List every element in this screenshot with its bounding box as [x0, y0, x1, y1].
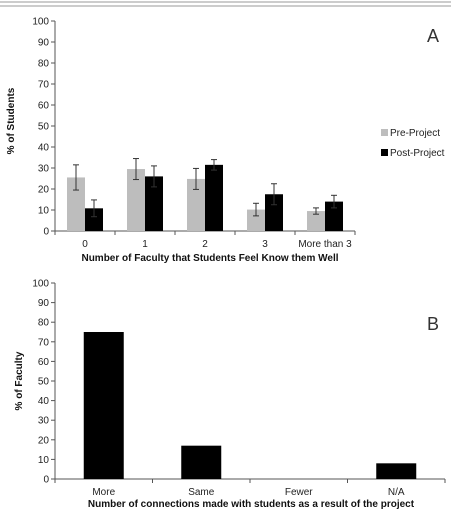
- x-tick-label: 0: [82, 239, 88, 250]
- y-tick-label: 10: [38, 206, 50, 217]
- bar-pre-project: [307, 211, 325, 231]
- y-tick-label: 100: [32, 279, 49, 290]
- y-tick-label: 60: [38, 101, 50, 112]
- panel-a-label: A: [427, 26, 439, 46]
- y-tick-label: 80: [38, 59, 50, 70]
- panel-b-plot: 0 10 20 30 40 50 60 70 80 90 100 More Same Fewer N/A: [32, 279, 446, 498]
- x-tick-label: More than 3: [298, 239, 352, 250]
- y-tick-label: 70: [38, 80, 50, 91]
- y-tick-label: 30: [38, 164, 50, 175]
- bar-series-0: [181, 445, 222, 479]
- bar-pre-project: [247, 209, 265, 231]
- legend-post-project-label: Post-Project: [390, 148, 445, 159]
- bar-post-project: [205, 164, 223, 231]
- y-tick-label: 40: [38, 143, 50, 154]
- panel-a-plot: 0 10 20 30 40 50 60 70 80 90 100 0 1 2 3 More than 3: [32, 17, 356, 250]
- x-tick-label: More: [92, 487, 115, 498]
- legend-pre-project-label: Pre-Project: [390, 128, 440, 139]
- panel-b-ylabel: % of Faculty: [14, 351, 25, 410]
- x-tick-label: Fewer: [285, 487, 313, 498]
- y-tick-label: 0: [43, 227, 49, 238]
- y-tick-label: 30: [38, 416, 50, 427]
- bar-post-project: [265, 194, 283, 231]
- y-tick-label: 10: [38, 455, 50, 466]
- y-tick-label: 90: [38, 298, 50, 309]
- bar-pre-project: [127, 169, 145, 231]
- legend-pre-project-swatch: [381, 129, 388, 136]
- y-tick-label: 20: [38, 435, 50, 446]
- bar-pre-project: [67, 177, 85, 231]
- legend-post-project-swatch: [381, 149, 388, 156]
- panel-a-xlabel: Number of Faculty that Students Feel Kno…: [81, 253, 338, 264]
- y-tick-label: 100: [32, 17, 49, 28]
- panel-b-xlabel: Number of connections made with students…: [88, 499, 415, 510]
- bar-post-project: [85, 208, 103, 231]
- bar-post-project: [145, 176, 163, 231]
- y-tick-label: 50: [38, 122, 50, 133]
- y-tick-label: 40: [38, 396, 50, 407]
- y-tick-label: 70: [38, 337, 50, 348]
- y-tick-label: 60: [38, 357, 50, 368]
- x-tick-label: 1: [142, 239, 148, 250]
- y-tick-label: 0: [43, 475, 49, 486]
- y-tick-label: 80: [38, 318, 50, 329]
- x-tick-label: N/A: [388, 487, 405, 498]
- bar-series-0: [376, 463, 417, 479]
- bar-series-0: [83, 332, 124, 479]
- x-tick-label: Same: [188, 487, 215, 498]
- y-tick-label: 90: [38, 38, 50, 49]
- bar-post-project: [325, 201, 343, 231]
- bar-pre-project: [187, 178, 205, 231]
- x-tick-label: 3: [262, 239, 268, 250]
- x-tick-label: 2: [202, 239, 208, 250]
- y-tick-label: 50: [38, 377, 50, 388]
- panel-a-ylabel: % of Students: [6, 87, 17, 154]
- panel-b-label: B: [427, 314, 439, 334]
- y-tick-label: 20: [38, 185, 50, 196]
